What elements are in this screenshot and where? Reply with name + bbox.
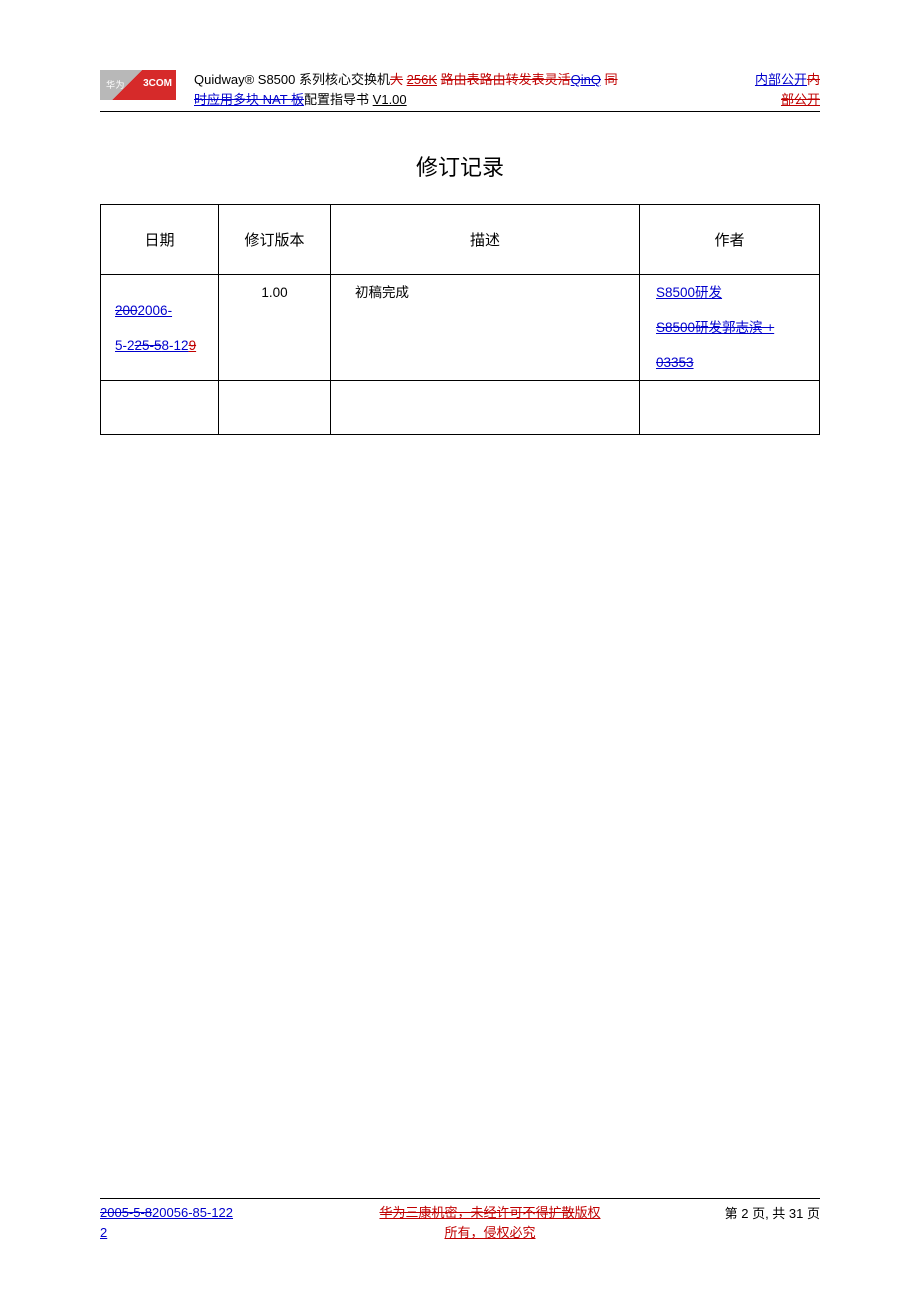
- page-footer: 2005-5-820056-85-122 2 华为三康机密，未经许可不得扩散版权…: [100, 1198, 820, 1242]
- table-header-row: 日期 修订版本 描述 作者: [101, 205, 820, 275]
- hdr-strike-da: 大: [390, 72, 403, 87]
- hdr-del-256k: 256K: [407, 72, 437, 87]
- author-del3: 03353: [656, 355, 694, 370]
- table-row-empty: [101, 381, 820, 435]
- ft-mid-del: 华为三康机密，未经许可不得扩散: [379, 1205, 574, 1220]
- cell-version: 1.00: [219, 275, 331, 381]
- revision-table: 日期 修订版本 描述 作者 2002006- 5-225-58-129 1.00…: [100, 204, 820, 435]
- page-title: 修订记录: [100, 150, 820, 182]
- table-row: 2002006- 5-225-58-129 1.00 初稿完成 S8500研发 …: [101, 275, 820, 381]
- date-l2-b: 8-12: [162, 338, 189, 353]
- empty-cell: [101, 381, 219, 435]
- date-del-a: 200: [115, 303, 138, 318]
- hdr-line2-suffix: 配置指导书: [304, 92, 369, 107]
- footer-left: 2005-5-820056-85-122 2: [100, 1203, 320, 1242]
- ft-mid-ins: 版权: [575, 1205, 601, 1220]
- hdr-class-del1: 内: [807, 72, 820, 87]
- header-title-block: Quidway® S8500 系列核心交换机大 256K 路由表路由转发表灵活Q…: [194, 70, 720, 109]
- empty-cell: [331, 381, 640, 435]
- cell-date: 2002006- 5-225-58-129: [101, 275, 219, 381]
- page-header: 华为 3COM Quidway® S8500 系列核心交换机大 256K 路由表…: [100, 70, 820, 112]
- footer-page-number: 第 2 页, 共 31 页: [660, 1203, 820, 1242]
- empty-cell: [640, 381, 820, 435]
- author-ins: S8500研发: [656, 285, 722, 300]
- hdr-qinq: QinQ: [571, 72, 601, 87]
- hdr-del-mid: 路由表路由转发表灵活: [441, 72, 571, 87]
- ft-left-line2: 2: [100, 1225, 107, 1240]
- th-version: 修订版本: [219, 205, 331, 275]
- logo-text-left: 华为: [106, 78, 125, 91]
- author-del1: S8500研发: [656, 320, 722, 335]
- empty-cell: [219, 381, 331, 435]
- hdr-prefix: Quidway® S8500 系列核心交换机: [194, 72, 390, 87]
- logo-text-right: 3COM: [143, 78, 172, 89]
- hdr-class-ins: 内部公开: [755, 72, 807, 87]
- huawei-3com-logo: 华为 3COM: [100, 70, 176, 100]
- th-date: 日期: [101, 205, 219, 275]
- ft-mid-line2: 所有，侵权必究: [444, 1225, 535, 1240]
- footer-middle: 华为三康机密，未经许可不得扩散版权 所有，侵权必究: [320, 1203, 660, 1242]
- th-desc: 描述: [331, 205, 640, 275]
- date-ins-a: 2006-: [138, 303, 173, 318]
- date-l2-a: 5-2: [115, 338, 135, 353]
- hdr-del-tong: 同: [605, 72, 618, 87]
- ft-left-del: 2005-5-8: [100, 1205, 152, 1220]
- author-del2: 郭志滨 +: [722, 320, 774, 335]
- header-classification: 内部公开内 部公开: [720, 70, 820, 109]
- cell-desc: 初稿完成: [331, 275, 640, 381]
- th-author: 作者: [640, 205, 820, 275]
- hdr-version: V1.00: [373, 92, 407, 107]
- hdr-class-del2: 部公开: [781, 92, 820, 107]
- date-l2-del2: 9: [189, 338, 197, 353]
- hdr-line2-del: 时应用多块 NAT 板: [194, 92, 304, 107]
- cell-author: S8500研发 S8500研发郭志滨 + 03353: [640, 275, 820, 381]
- date-l2-del: 25-5: [135, 338, 162, 353]
- ft-left-ins: 20056-85-122: [152, 1205, 233, 1220]
